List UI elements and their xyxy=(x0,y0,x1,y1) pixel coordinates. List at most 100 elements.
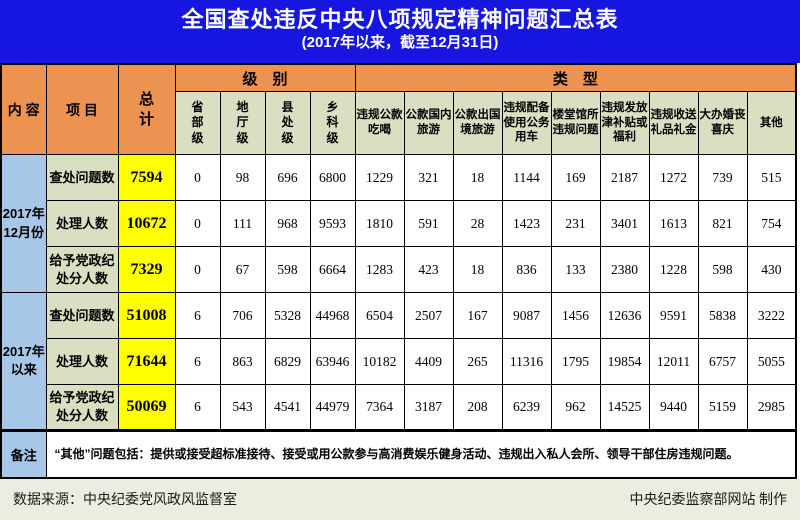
type-value: 962 xyxy=(550,384,601,431)
level-value: 6800 xyxy=(309,154,356,201)
type-value: 169 xyxy=(550,154,601,201)
project-label: 给予党政纪处分人数 xyxy=(45,384,119,431)
type-value: 1795 xyxy=(550,338,601,385)
level-group-header: 级 别 xyxy=(174,63,356,92)
vertical-text: 乡科级 xyxy=(326,99,339,145)
level-value: 6664 xyxy=(309,246,356,293)
type-column-header: 违规收送礼品礼金 xyxy=(648,91,699,155)
type-value: 9591 xyxy=(648,292,699,339)
level-value: 67 xyxy=(219,246,266,293)
type-value: 3222 xyxy=(746,292,797,339)
vertical-text: 地厅级 xyxy=(236,99,249,145)
type-value: 1229 xyxy=(354,154,405,201)
level-value: 0 xyxy=(174,154,221,201)
project-label: 给予党政纪处分人数 xyxy=(45,246,119,293)
type-value: 515 xyxy=(746,154,797,201)
type-value: 1228 xyxy=(648,246,699,293)
type-value: 3187 xyxy=(403,384,454,431)
data-source-text: 数据来源：中央纪委党风政风监督室 xyxy=(13,493,237,509)
type-value: 1272 xyxy=(648,154,699,201)
type-column-header: 公款出国境旅游 xyxy=(452,91,503,155)
level-value: 63946 xyxy=(309,338,356,385)
level-value: 968 xyxy=(264,200,311,247)
type-column-header: 公款国内旅游 xyxy=(403,91,454,155)
type-value: 1810 xyxy=(354,200,405,247)
level-value: 0 xyxy=(174,246,221,293)
type-column-header: 楼堂馆所违规问题 xyxy=(550,91,601,155)
type-column-header: 其他 xyxy=(746,91,797,155)
table-row: 给予党政纪处分人数 7329 0 67 598 6664 1283 423 18 836 133 23… xyxy=(1,246,797,293)
type-value: 18 xyxy=(452,154,503,201)
header-group-row: 内 容项 目总计级 别类 型 xyxy=(0,63,797,155)
total-value: 7329 xyxy=(117,246,176,293)
type-value: 2380 xyxy=(599,246,650,293)
type-value: 2985 xyxy=(746,384,797,431)
level-value: 696 xyxy=(264,154,311,201)
type-group-header: 类 型 xyxy=(354,63,797,92)
type-value: 1283 xyxy=(354,246,405,293)
type-value: 4409 xyxy=(403,338,454,385)
section-label: 2017年 12月份 xyxy=(0,154,47,293)
type-value: 430 xyxy=(746,246,797,293)
table-title: 全国查处违反中央八项规定精神问题汇总表 xyxy=(181,7,619,32)
level-value: 98 xyxy=(219,154,266,201)
level-value: 9593 xyxy=(309,200,356,247)
table-row: 2017年 以来 查处问题数 51008 6 706 5328 44968 6504 2507 1… xyxy=(0,292,797,431)
type-value: 1423 xyxy=(501,200,552,247)
type-value: 12011 xyxy=(648,338,699,385)
level-value: 6 xyxy=(174,338,221,385)
total-value: 7594 xyxy=(117,154,176,201)
type-value: 5838 xyxy=(697,292,748,339)
level-value: 4541 xyxy=(264,384,311,431)
type-value: 3401 xyxy=(599,200,650,247)
note-text: “其他”问题包括：提供或接受超标准接待、接受或用公款参与高消费娱乐健身活动、违规… xyxy=(45,429,797,478)
type-value: 321 xyxy=(403,154,454,201)
summary-table: 内 容项 目总计级 别类 型省部级 地厅级 县处级 乡科级 违规公款吃喝 公款国内旅游 公款… xyxy=(0,63,798,479)
table-row: 2017年 12月份 查处问题数 7594 0 98 696 6800 1229 321 18 11… xyxy=(0,154,797,293)
level-value: 543 xyxy=(219,384,266,431)
table-subtitle: (2017年以来，截至12月31日) xyxy=(301,34,499,51)
level-value: 598 xyxy=(264,246,311,293)
level-value: 0 xyxy=(174,200,221,247)
type-value: 821 xyxy=(697,200,748,247)
type-value: 5159 xyxy=(697,384,748,431)
level-value: 44968 xyxy=(309,292,356,339)
type-value: 18 xyxy=(452,246,503,293)
vertical-text: 总计 xyxy=(138,91,154,128)
type-value: 423 xyxy=(403,246,454,293)
type-column-header: 违规公款吃喝 xyxy=(354,91,405,155)
table-container: 内 容项 目总计级 别类 型省部级 地厅级 县处级 乡科级 违规公款吃喝 公款国内旅游 公款… xyxy=(0,63,800,479)
type-value: 28 xyxy=(452,200,503,247)
note-row: 备注 “其他”问题包括：提供或接受超标准接待、接受或用公款参与高消费娱乐健身活动、… xyxy=(0,429,797,478)
total-value: 10672 xyxy=(117,200,176,247)
content-column-header: 内 容 xyxy=(0,63,47,155)
type-value: 754 xyxy=(746,200,797,247)
level-column-header: 省部级 xyxy=(174,91,221,155)
level-value: 5328 xyxy=(264,292,311,339)
type-value: 7364 xyxy=(354,384,405,431)
project-label: 处理人数 xyxy=(45,200,119,247)
level-value: 863 xyxy=(219,338,266,385)
producer-credit-text: 中央纪委监察部网站 制作 xyxy=(629,493,788,509)
type-value: 11316 xyxy=(501,338,552,385)
type-column-header: 违规发放津补贴或福利 xyxy=(599,91,650,155)
note-label: 备注 xyxy=(0,429,47,478)
type-value: 265 xyxy=(452,338,503,385)
level-column-header: 县处级 xyxy=(264,91,311,155)
type-value: 14525 xyxy=(599,384,650,431)
level-value: 6 xyxy=(174,384,221,431)
project-label: 查处问题数 xyxy=(45,154,119,201)
total-column-header: 总计 xyxy=(117,63,176,155)
project-label: 处理人数 xyxy=(45,338,119,385)
total-value: 51008 xyxy=(117,292,176,339)
total-value: 71644 xyxy=(117,338,176,385)
type-value: 6757 xyxy=(697,338,748,385)
type-value: 1456 xyxy=(550,292,601,339)
type-value: 19854 xyxy=(599,338,650,385)
level-value: 6 xyxy=(174,292,221,339)
type-value: 836 xyxy=(501,246,552,293)
type-column-header: 违规配备使用公务用车 xyxy=(501,91,552,155)
level-value: 6829 xyxy=(264,338,311,385)
level-column-header: 乡科级 xyxy=(309,91,356,155)
project-label: 查处问题数 xyxy=(45,292,119,339)
